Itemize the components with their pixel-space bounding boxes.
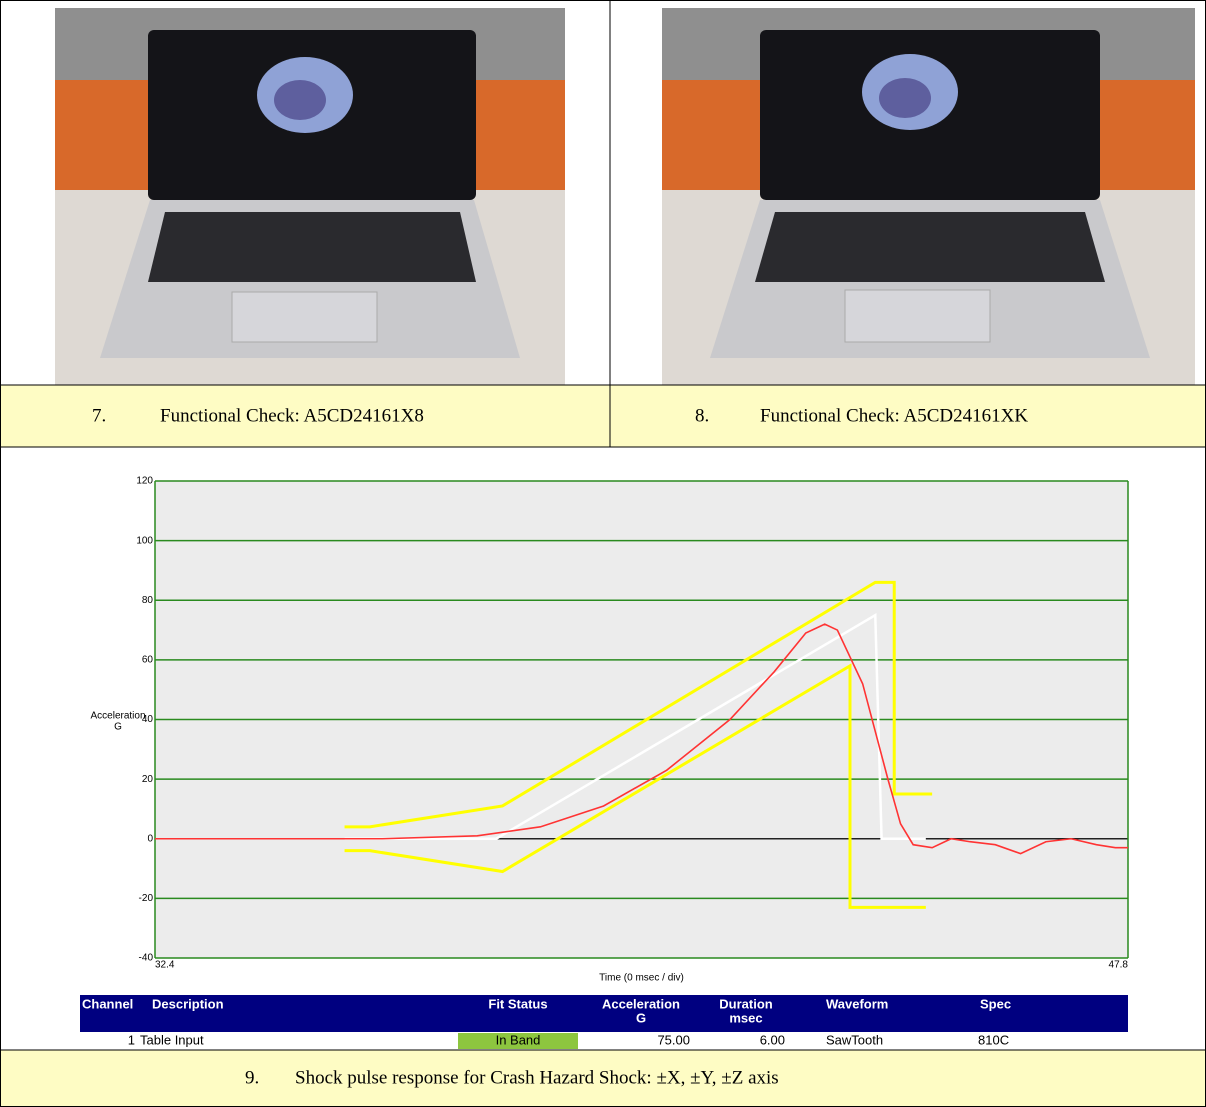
table-header: G [636,1010,646,1025]
figure-caption: Functional Check: A5CD24161XK [760,405,1028,426]
x-tick-label: 32.4 [155,960,175,971]
table-cell: In Band [496,1032,541,1047]
photo [662,8,1195,385]
figure-number: 9. [245,1067,259,1088]
y-axis-label: G [114,722,122,733]
caption-row [0,385,1206,447]
chart: -40 -20 0 20 40 60 80 100 120 32.4 47.8 Time (0 mse… [90,476,1129,984]
table-header: Fit Status [488,996,547,1011]
series-line [344,580,933,829]
y-tick-label: -40 [139,953,154,964]
table-header: msec [729,1010,762,1025]
caption-row [0,1050,1206,1107]
table-header: Channel [82,996,133,1011]
y-tick-label: -20 [139,893,154,904]
y-tick-label: 120 [136,476,153,487]
figure-number: 7. [92,405,106,426]
table-cell: 6.00 [760,1032,785,1047]
table-header: Spec [980,996,1011,1011]
x-tick-label: 47.8 [1109,960,1129,971]
x-axis-label: Time (0 msec / div) [599,973,684,984]
photo [55,8,565,385]
table-header: Description [152,996,224,1011]
y-tick-label: 60 [142,655,154,666]
y-tick-label: 20 [142,774,154,785]
table-header-band [80,995,1128,1032]
y-tick-label: 80 [142,595,154,606]
series-line [344,613,926,840]
table-cell: SawTooth [826,1032,883,1047]
status-cell [458,1033,578,1049]
series-line [155,623,1128,855]
table-cell: Table Input [140,1032,204,1047]
y-tick-label: 40 [142,714,154,725]
figure-number: 8. [695,405,709,426]
y-axis-label: Acceleration [90,711,145,722]
table-cell: 75.00 [657,1032,690,1047]
table-header: Waveform [826,996,888,1011]
table-cell: 810C [978,1032,1009,1047]
figure-caption: Shock pulse response for Crash Hazard Sh… [295,1067,779,1088]
figure-caption: Functional Check: A5CD24161X8 [160,405,424,426]
y-tick-label: 100 [136,535,153,546]
table-header: Acceleration [602,996,680,1011]
table-header: Duration [719,996,773,1011]
series-line [344,663,926,909]
table-cell: 1 [128,1032,135,1047]
y-tick-label: 0 [147,833,153,844]
